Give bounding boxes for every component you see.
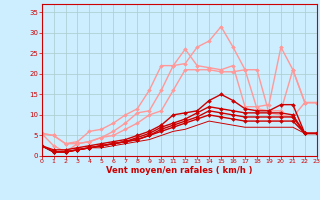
X-axis label: Vent moyen/en rafales ( km/h ): Vent moyen/en rafales ( km/h ) [106, 166, 252, 175]
